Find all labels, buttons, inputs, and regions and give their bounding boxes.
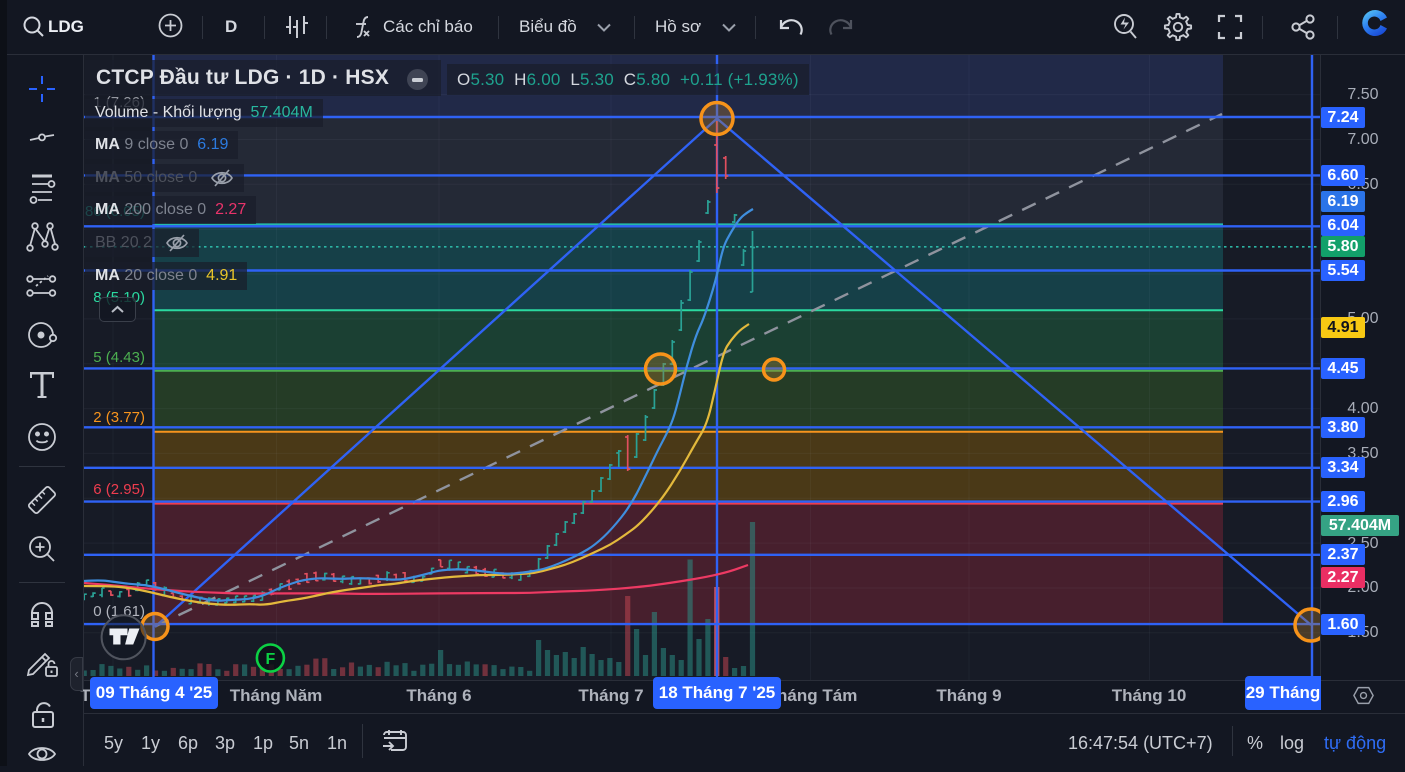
svg-text:5 (4.43): 5 (4.43) xyxy=(93,349,145,366)
svg-text:2 (3.77): 2 (3.77) xyxy=(93,409,145,426)
svg-text:F: F xyxy=(266,651,276,668)
svg-text:6 (2.95): 6 (2.95) xyxy=(93,481,145,498)
svg-text:0 (1.61): 0 (1.61) xyxy=(93,603,145,620)
